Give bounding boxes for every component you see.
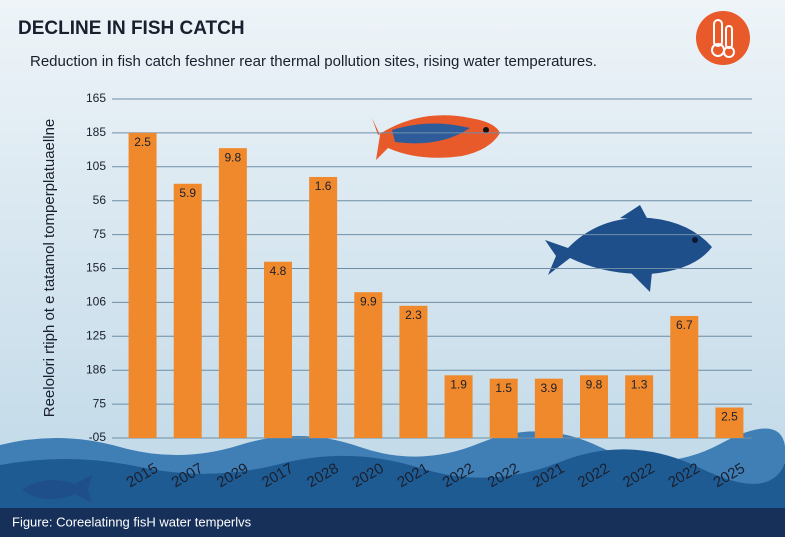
y-tick-label: 75 [93,227,107,241]
bar [670,315,699,438]
bar [399,305,428,438]
fish-illustration [372,115,500,160]
thermometer-icon [696,11,750,65]
bar-label: 1.5 [495,381,512,395]
bar [218,148,247,438]
bar-label: 1.3 [631,377,648,391]
bar [444,375,473,438]
bar-label: 6.7 [676,318,693,332]
y-tick-label: 56 [93,193,107,207]
bar-label: 3.9 [541,381,558,395]
bar-label: 9.8 [586,377,603,391]
y-tick-label: -05 [89,430,107,444]
y-tick-label: 106 [86,295,106,309]
bar [354,292,383,438]
chart-subtitle: Reduction in fish catch feshner rear the… [30,53,597,70]
bar [715,407,744,438]
bar [128,132,157,438]
bar-label: 2.5 [134,135,151,149]
chart-title: DECLINE IN FISH CATCH [18,18,245,39]
y-axis-label: Reelolori rtiph ot e tatamol tomperplatu… [41,119,58,418]
bar-label: 5.9 [179,186,196,200]
bar [489,378,518,438]
bar-label: 1.6 [315,179,332,193]
bar [625,375,654,438]
y-tick-label: 105 [86,159,106,173]
bar [309,176,338,438]
y-tick-label: 186 [86,362,106,376]
bar [173,183,202,438]
y-tick-label: 185 [86,125,106,139]
footer-text: Figure: Coreelatinng fisH water temperlv… [12,514,252,529]
y-tick-label: 125 [86,328,106,342]
footer-bar [0,508,785,537]
bar-label: 9.8 [225,150,242,164]
bar-label: 1.9 [450,377,467,391]
bar [534,378,563,438]
bar-label: 2.5 [721,410,738,424]
y-tick-label: 165 [86,91,106,105]
y-tick-label: 75 [93,396,107,410]
bar-label: 4.8 [270,264,287,278]
y-tick-label: 156 [86,261,106,275]
bar-label: 2.3 [405,308,422,322]
bar-label: 9.9 [360,294,377,308]
fish-illustration [545,205,712,292]
bar [580,375,608,438]
bar [264,261,292,438]
fish-icon [22,475,92,503]
wave [0,449,785,510]
